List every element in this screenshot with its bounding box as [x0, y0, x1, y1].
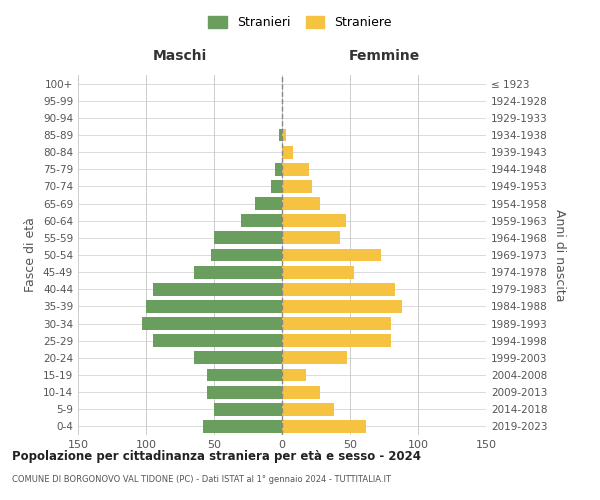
Bar	[282, 266, 354, 278]
Bar	[282, 317, 391, 330]
Bar	[241, 214, 282, 227]
Bar	[207, 368, 282, 382]
Bar	[146, 300, 282, 313]
Bar	[282, 386, 320, 398]
Bar	[282, 420, 367, 433]
Text: Popolazione per cittadinanza straniera per età e sesso - 2024: Popolazione per cittadinanza straniera p…	[12, 450, 421, 463]
Bar	[282, 128, 286, 141]
Bar	[207, 386, 282, 398]
Bar	[194, 266, 282, 278]
Bar	[203, 420, 282, 433]
Bar	[282, 283, 395, 296]
Bar	[194, 352, 282, 364]
Bar	[279, 128, 282, 141]
Bar	[282, 300, 401, 313]
Bar	[282, 403, 334, 415]
Bar	[282, 368, 307, 382]
Bar	[282, 334, 391, 347]
Text: Maschi: Maschi	[153, 49, 207, 63]
Bar	[142, 317, 282, 330]
Bar	[211, 248, 282, 262]
Legend: Stranieri, Straniere: Stranieri, Straniere	[203, 11, 397, 34]
Bar	[282, 232, 340, 244]
Text: Femmine: Femmine	[349, 49, 419, 63]
Bar	[271, 180, 282, 193]
Bar	[275, 163, 282, 175]
Bar	[214, 403, 282, 415]
Y-axis label: Anni di nascita: Anni di nascita	[553, 209, 566, 301]
Bar	[282, 352, 347, 364]
Bar	[282, 197, 320, 210]
Bar	[255, 197, 282, 210]
Bar	[282, 146, 293, 158]
Text: COMUNE DI BORGONOVO VAL TIDONE (PC) - Dati ISTAT al 1° gennaio 2024 - TUTTITALIA: COMUNE DI BORGONOVO VAL TIDONE (PC) - Da…	[12, 475, 391, 484]
Bar	[282, 248, 381, 262]
Y-axis label: Fasce di età: Fasce di età	[25, 218, 37, 292]
Bar	[282, 180, 312, 193]
Bar	[282, 163, 309, 175]
Bar	[214, 232, 282, 244]
Bar	[153, 283, 282, 296]
Bar	[282, 214, 346, 227]
Bar	[153, 334, 282, 347]
